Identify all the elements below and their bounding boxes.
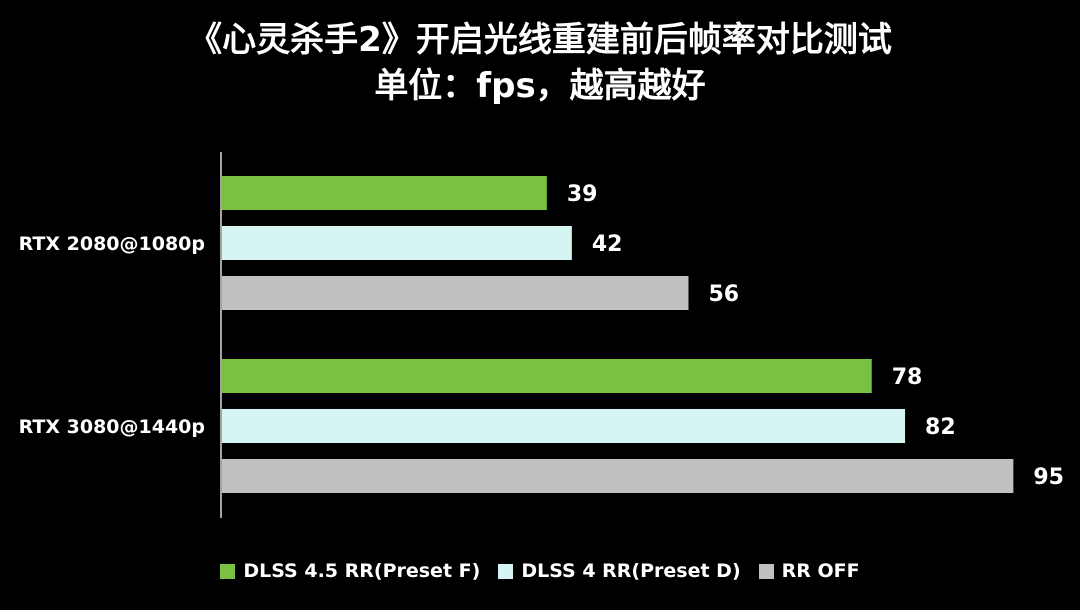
legend-label: DLSS 4.5 RR(Preset F) — [243, 560, 481, 582]
bar — [222, 459, 1014, 493]
category-label: RTX 3080@1440p — [19, 416, 205, 438]
legend-swatch — [758, 563, 774, 579]
legend-label: RR OFF — [781, 560, 860, 582]
bar — [222, 226, 572, 260]
chart-subtitle: 单位：fps，越高越好 — [374, 66, 706, 106]
data-label: 56 — [708, 282, 739, 307]
data-label: 78 — [892, 365, 923, 390]
chart-title: 《心灵杀手2》开启光线重建前后帧率对比测试 — [188, 20, 892, 60]
legend-item: DLSS 4 RR(Preset D) — [498, 560, 741, 582]
legend-swatch — [220, 563, 236, 579]
data-label: 95 — [1033, 465, 1064, 490]
category-label: RTX 2080@1080p — [19, 233, 205, 255]
data-label: 39 — [567, 182, 598, 207]
chart-legend: DLSS 4.5 RR(Preset F) DLSS 4 RR(Preset D)… — [0, 560, 1080, 582]
bar — [222, 359, 872, 393]
bar — [222, 409, 906, 443]
bar — [222, 176, 547, 210]
data-label: 82 — [925, 415, 956, 440]
data-label: 42 — [592, 232, 623, 257]
legend-item: DLSS 4.5 RR(Preset F) — [220, 560, 480, 582]
legend-label: DLSS 4 RR(Preset D) — [521, 560, 741, 582]
legend-item: RR OFF — [758, 560, 860, 582]
legend-swatch — [498, 563, 514, 579]
bar — [222, 276, 689, 310]
